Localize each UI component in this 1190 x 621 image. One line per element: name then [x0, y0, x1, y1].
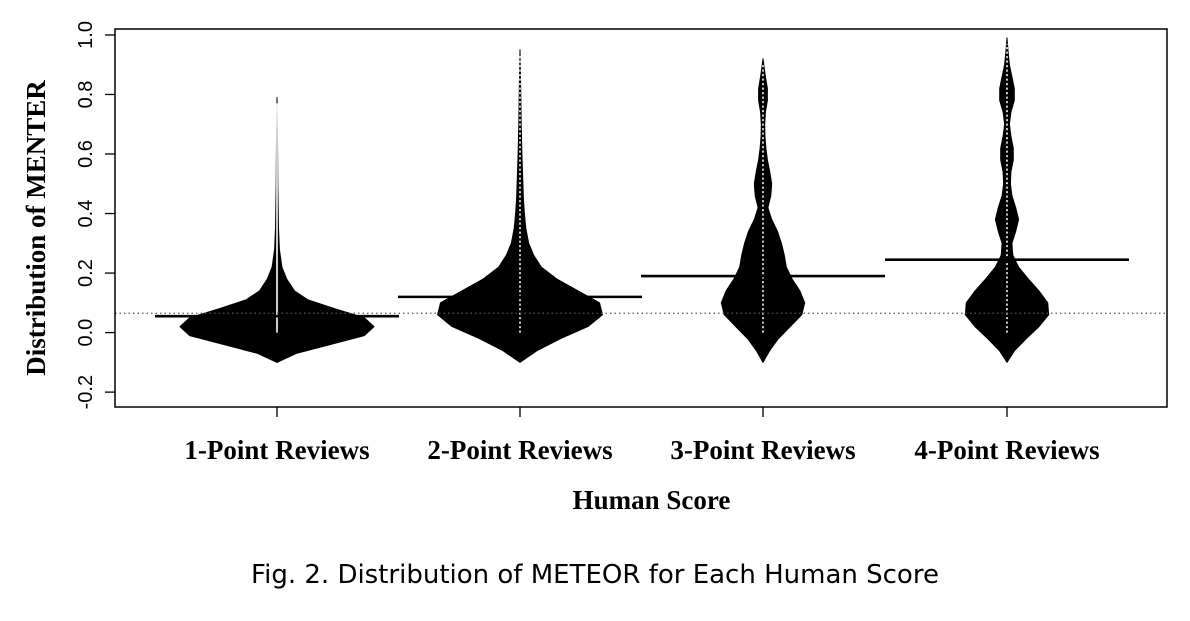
y-tick-label: 0.8	[75, 81, 97, 109]
y-tick-label: 0.0	[75, 319, 97, 347]
x-tick-label: 1-Point Reviews	[184, 435, 369, 465]
y-axis-title: Distribution of MENTER	[21, 80, 51, 376]
figure-caption: Fig. 2. Distribution of METEOR for Each …	[251, 560, 939, 590]
x-tick-label: 3-Point Reviews	[670, 435, 855, 465]
plot-frame	[114, 28, 1168, 408]
y-tick-label: 1.0	[75, 21, 97, 49]
x-tick-label: 4-Point Reviews	[914, 435, 1099, 465]
y-tick-label: 0.2	[75, 259, 97, 287]
x-axis: 1-Point Reviews 2-Point Reviews 3-Point Re…	[184, 407, 1100, 465]
x-axis-title: Human Score	[573, 485, 731, 515]
y-tick-label: 0.4	[75, 200, 97, 228]
violin-chart: -0.2 0.0 0.2 0.4 0.6 0.8 1.0 1-Point Reviews 2-…	[21, 21, 1168, 515]
y-tick-label: -0.2	[75, 375, 97, 409]
x-tick-label: 2-Point Reviews	[427, 435, 612, 465]
mean-lines-layer	[155, 258, 1129, 318]
y-tick-label: 0.6	[75, 140, 97, 168]
violins-layer	[179, 37, 1050, 363]
y-axis: -0.2 0.0 0.2 0.4 0.6 0.8 1.0	[75, 21, 115, 409]
